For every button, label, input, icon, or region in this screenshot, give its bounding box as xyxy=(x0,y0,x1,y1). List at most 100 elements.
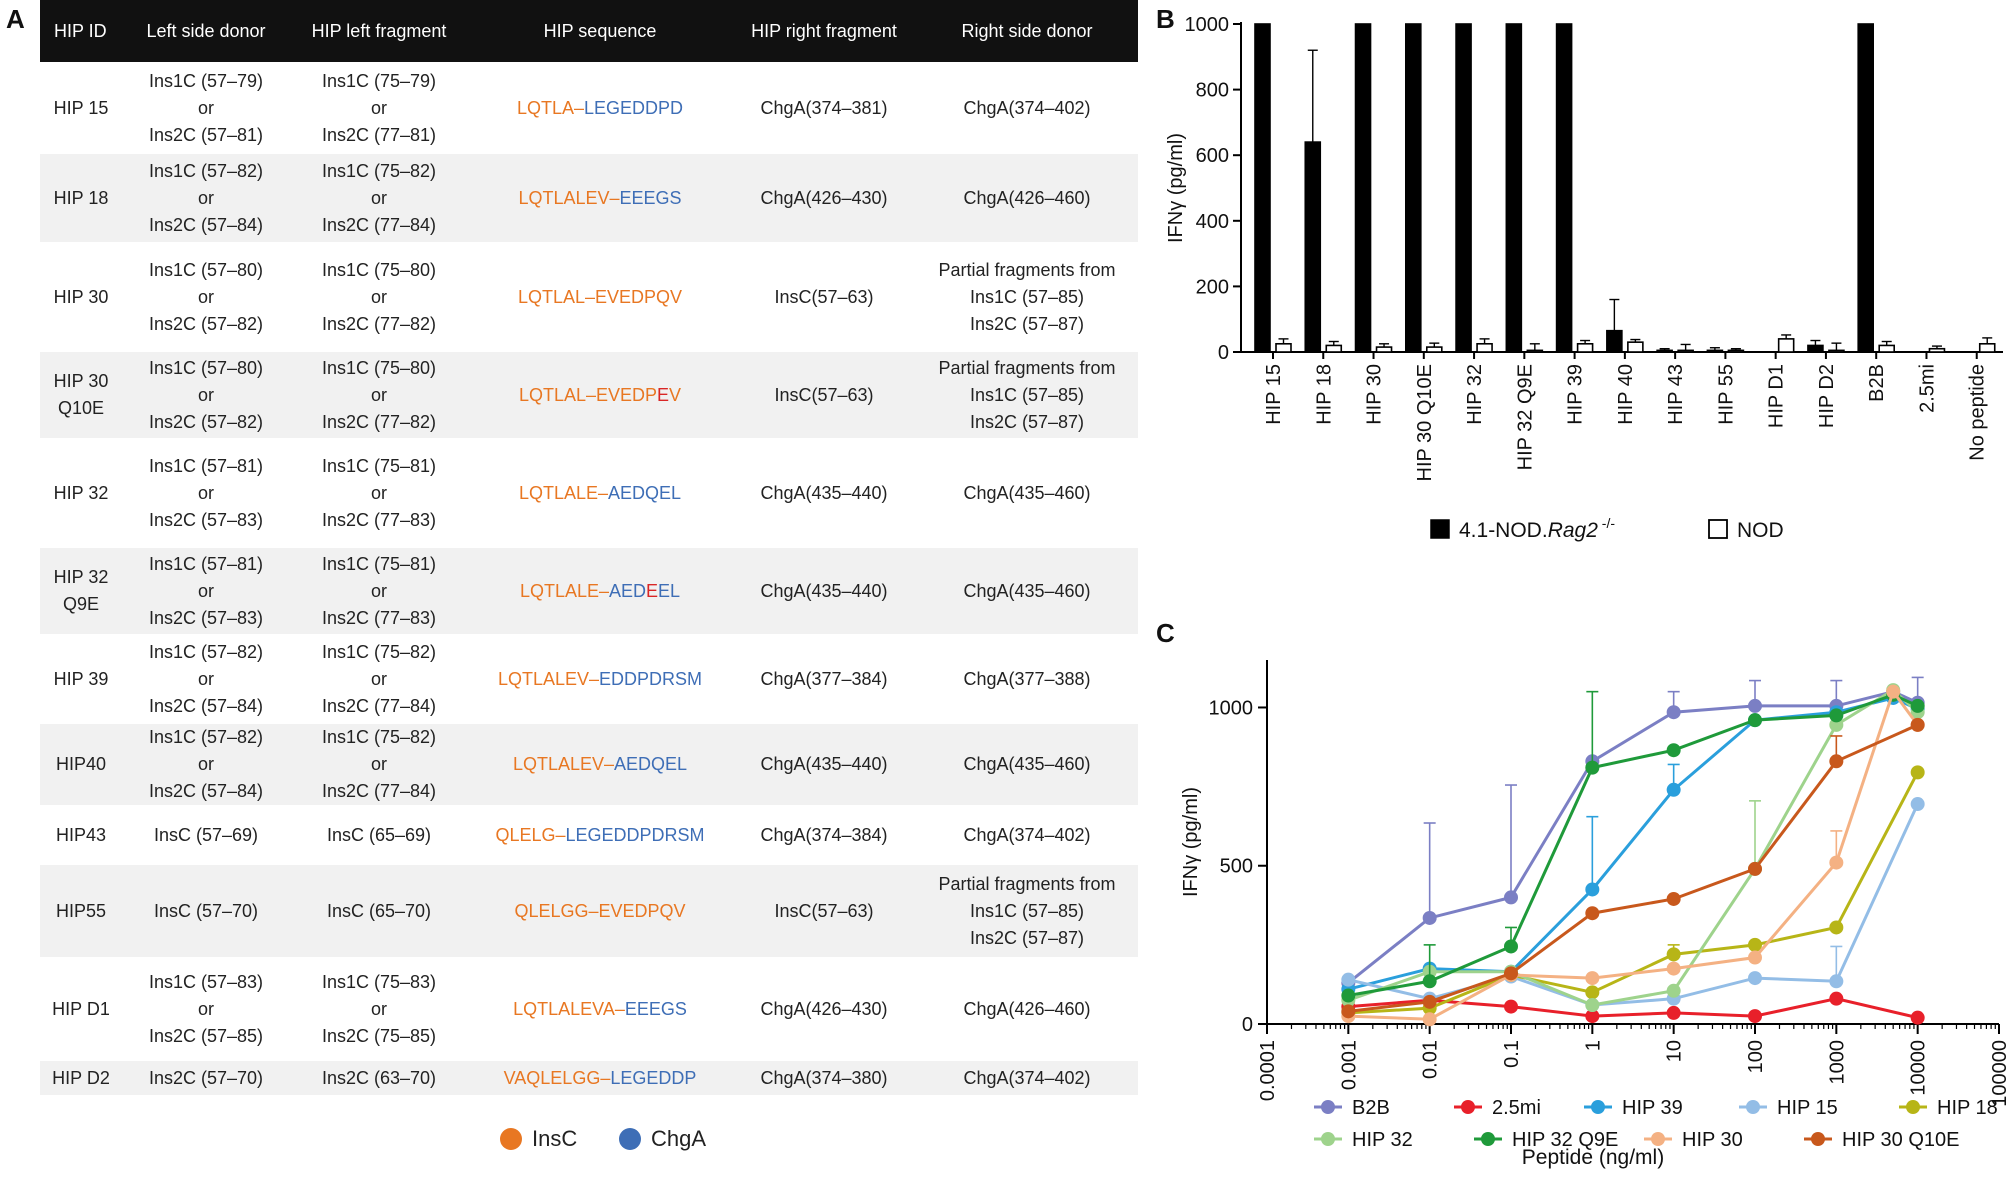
column-header: HIP ID xyxy=(40,0,122,62)
hip-id-cell: HIP 39 xyxy=(53,668,109,689)
table-header-row: HIP ID Left side donor HIP left fragment HI… xyxy=(40,0,1138,62)
x-tick-label: HIP 43 xyxy=(1665,364,1687,425)
left-donor-cell: InsC (57–70) xyxy=(122,865,290,957)
data-point xyxy=(1666,743,1681,758)
right-fragment-cell: ChgA(435–440) xyxy=(732,548,916,634)
sequence-segment: AED xyxy=(609,580,647,601)
legend-chga: ChgA xyxy=(619,1126,706,1152)
table-row: HIP 30 Q10E Ins1C (57–80) or Ins2C (57–82) In… xyxy=(40,352,1138,438)
hip-id-cell: HIP D1 xyxy=(52,998,110,1019)
table-row: HIP 18 Ins1C (57–82) or Ins2C (57–84) Ins1C … xyxy=(40,154,1138,242)
data-point xyxy=(1910,698,1925,713)
data-point xyxy=(1910,717,1925,732)
left-fragment-cell: Ins1C (75–82) or Ins2C (77–84) xyxy=(290,154,468,242)
data-point xyxy=(1422,974,1437,989)
data-point xyxy=(1886,684,1901,699)
sequence-segment: LQTLAL xyxy=(517,286,585,307)
left-fragment-cell: Ins1C (75–80) or Ins2C (77–82) xyxy=(321,259,437,334)
right-donor-cell: Partial fragments from Ins1C (57–85) Ins2C… xyxy=(938,259,1116,334)
bar xyxy=(1807,344,1824,353)
hip-id-cell: HIP 30 xyxy=(53,286,109,307)
table-row: HIP40 Ins1C (57–82) or Ins2C (57–84) Ins1C (… xyxy=(40,724,1138,805)
data-point xyxy=(1422,994,1437,1009)
data-point xyxy=(1585,985,1600,1000)
data-point xyxy=(1910,765,1925,780)
left-donor-cell: Ins1C (57–81) or Ins2C (57–83) xyxy=(122,548,290,634)
bar xyxy=(1354,23,1372,353)
panel-label-b: B xyxy=(1156,4,1175,34)
bar xyxy=(1777,338,1795,353)
sequence-cell: LQTLALEV–EDDPDRSM xyxy=(468,634,732,724)
sequence-cell: LQTLA–LEGEDDPD xyxy=(468,62,732,154)
sequence-segment: – xyxy=(555,824,566,845)
x-tick-label: 0.01 xyxy=(1420,1040,1442,1079)
sequence-segment: E xyxy=(657,384,670,405)
hip-id-cell: HIP55 xyxy=(40,865,122,957)
sequence-cell: LQTLALEVA–EEEGS xyxy=(468,957,732,1061)
table-body: HIP 15 Ins1C (57–79) or Ins2C (57–81) Ins1C … xyxy=(40,62,1138,1095)
right-fragment-cell: ChgA(426–430) xyxy=(760,998,888,1019)
legend-marker xyxy=(1906,1100,1920,1114)
sequence-segment: – xyxy=(600,1067,611,1088)
sequence-cell: LQTLALE–AEDQEL xyxy=(468,438,732,548)
right-donor-cell: ChgA(435–460) xyxy=(963,482,1091,503)
right-donor-cell: ChgA(374–402) xyxy=(963,97,1091,118)
bar xyxy=(1375,346,1393,353)
legend-marker xyxy=(1321,1100,1335,1114)
column-header: Left side donor xyxy=(122,0,290,62)
table-row: HIP 15 Ins1C (57–79) or Ins2C (57–81) Ins1C … xyxy=(40,62,1138,154)
left-donor-cell: Ins1C (57–82) or Ins2C (57–84) xyxy=(148,641,264,716)
hip-id-cell: HIP 32 xyxy=(53,482,109,503)
y-tick-label: 600 xyxy=(1196,145,1229,167)
data-point xyxy=(1829,754,1844,769)
right-fragment-cell: ChgA(377–384) xyxy=(760,668,888,689)
table-row: HIP 32 Q9E Ins1C (57–81) or Ins2C (57–83) Ins… xyxy=(40,548,1138,634)
series-line xyxy=(1348,723,1919,1013)
sequence-segment: – xyxy=(585,384,596,405)
legend-insc-label: InsC xyxy=(532,1126,578,1151)
left-donor-cell: Ins1C (57–80) or Ins2C (57–82) xyxy=(122,352,290,438)
legend-marker xyxy=(1651,1132,1665,1146)
right-fragment-cell: InsC(57–63) xyxy=(774,286,874,307)
legend-marker xyxy=(1811,1132,1825,1146)
data-point xyxy=(1341,1004,1356,1019)
sequence-segment: LQTLALE xyxy=(518,482,598,503)
y-tick-label: 500 xyxy=(1220,856,1253,878)
sequence-segment: V xyxy=(669,384,682,405)
data-point xyxy=(1666,782,1681,797)
legend-marker xyxy=(1481,1132,1495,1146)
bar xyxy=(1275,342,1292,353)
right-fragment-cell: ChgA(374–384) xyxy=(760,824,888,845)
sequence-segment: LQTLA xyxy=(516,97,574,118)
right-fragment-cell: ChgA(374–381) xyxy=(760,97,888,118)
x-tick-label: HIP D2 xyxy=(1816,364,1838,428)
legend-marker xyxy=(1746,1100,1760,1114)
y-tick-label: 200 xyxy=(1196,276,1229,298)
x-tick-label: HIP 32 xyxy=(1464,364,1486,425)
bar xyxy=(1656,349,1673,353)
hip-id-cell: HIP40 xyxy=(40,724,122,805)
right-donor-cell: Partial fragments from Ins1C (57–85) Ins2C… xyxy=(916,865,1138,957)
data-point xyxy=(1910,797,1925,812)
sequence-segment: LEGEDDPD xyxy=(584,97,684,118)
data-point xyxy=(1585,971,1600,986)
data-point xyxy=(1504,999,1518,1014)
data-point xyxy=(1829,920,1844,935)
data-point xyxy=(1666,1005,1681,1020)
data-point xyxy=(1829,991,1844,1006)
bar xyxy=(1526,349,1544,353)
legend-label: HIP 15 xyxy=(1777,1097,1838,1119)
legend-marker xyxy=(1321,1132,1335,1146)
table-row: HIP55 InsC (57–70) InsC (65–70) QLELGG–EVED… xyxy=(40,865,1138,957)
data-point xyxy=(1504,939,1518,954)
y-tick-label: 800 xyxy=(1196,80,1229,102)
x-tick-label: HIP 32 Q9E xyxy=(1514,364,1536,470)
bar xyxy=(1304,141,1322,353)
data-point xyxy=(1829,974,1844,989)
sequence-segment: LQTLALEV xyxy=(512,754,604,774)
series-line xyxy=(1348,693,1919,997)
left-fragment-cell: Ins2C (63–70) xyxy=(290,1061,468,1095)
data-point xyxy=(1585,882,1600,897)
left-fragment-cell: InsC (65–70) xyxy=(290,865,468,957)
x-tick-label: 100 xyxy=(1745,1040,1767,1073)
